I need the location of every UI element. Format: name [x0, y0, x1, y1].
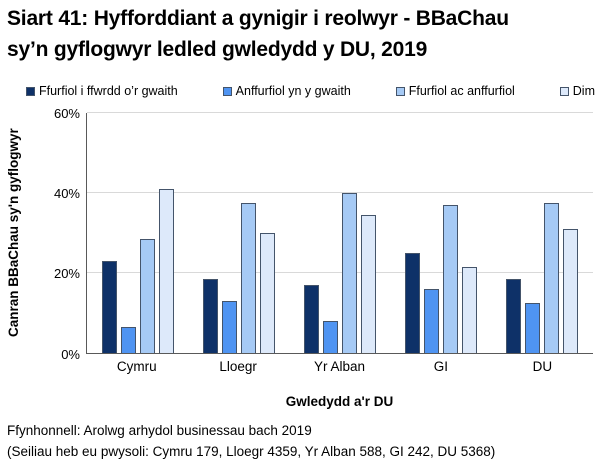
bar	[405, 253, 421, 353]
chart-title: Siart 41: Hyfforddiant a gynigir i reolw…	[7, 7, 509, 61]
bar	[120, 327, 136, 353]
legend-item: Dim	[559, 84, 595, 98]
legend-swatch-icon	[395, 86, 405, 96]
y-axis-tick-label: 0%	[61, 346, 80, 362]
bar-group	[289, 113, 390, 353]
bar	[525, 303, 541, 353]
y-axis-tick-label: 40%	[53, 185, 80, 201]
bar	[443, 205, 459, 353]
bar	[158, 189, 174, 353]
bar	[342, 193, 357, 353]
x-axis-labels: Cymru Lloegr Yr Alban GI DU	[86, 359, 593, 374]
bar	[563, 229, 579, 353]
bar	[221, 301, 237, 353]
gridline	[87, 112, 593, 113]
legend-item-label: Ffurfiol i ffwrdd o’r gwaith	[39, 84, 178, 98]
legend-swatch-icon	[559, 86, 569, 96]
x-axis-label: DU	[532, 359, 553, 374]
gridline	[87, 272, 593, 274]
bar	[139, 239, 155, 353]
x-axis-label: Cymru	[116, 359, 157, 374]
legend-swatch-icon	[222, 86, 232, 96]
legend-item-label: Dim	[572, 84, 595, 98]
x-axis-title: Gwledydd a'r DU	[285, 394, 394, 409]
y-axis-tick-label: 60%	[53, 105, 80, 121]
bar-group	[391, 113, 492, 353]
bar	[101, 261, 117, 353]
legend-item: Ffurfiol ac anffurfiol	[395, 84, 515, 98]
bar	[240, 203, 256, 353]
bar-group	[188, 113, 289, 353]
x-axis-label: Lloegr	[219, 359, 257, 374]
x-axis-label: Yr Alban	[313, 359, 366, 374]
x-axis-label: GI	[433, 359, 449, 374]
bar	[424, 289, 440, 353]
gridline	[87, 192, 593, 194]
plot-area	[86, 112, 593, 354]
y-axis-tick-label: 20%	[53, 266, 80, 282]
bar	[323, 321, 338, 353]
footnote-source: Ffynhonnell: Arolwg arhydol businessau b…	[7, 423, 312, 438]
bar	[202, 279, 218, 353]
bar	[544, 203, 560, 353]
bar-group	[87, 113, 188, 353]
legend-item-label: Ffurfiol ac anffurfiol	[408, 84, 515, 98]
legend-swatch-icon	[26, 86, 35, 96]
y-axis-ticks: 0% 20% 40% 60%	[0, 106, 80, 362]
legend-item: Ffurfiol i ffwrdd o’r gwaith	[26, 84, 178, 98]
bar	[259, 233, 275, 353]
legend: Ffurfiol i ffwrdd o’r gwaith Anffurfiol y…	[26, 84, 595, 98]
footnote-bases: (Seiliau heb eu pwysoli: Cymru 179, Lloe…	[7, 444, 496, 459]
legend-item-label: Anffurfiol yn y gwaith	[235, 84, 351, 98]
bar-group	[492, 113, 593, 353]
bar	[462, 267, 478, 353]
bar	[304, 285, 319, 353]
legend-item: Anffurfiol yn y gwaith	[222, 84, 351, 98]
bar	[506, 279, 522, 353]
bar-groups	[87, 113, 593, 353]
bar	[361, 215, 376, 353]
